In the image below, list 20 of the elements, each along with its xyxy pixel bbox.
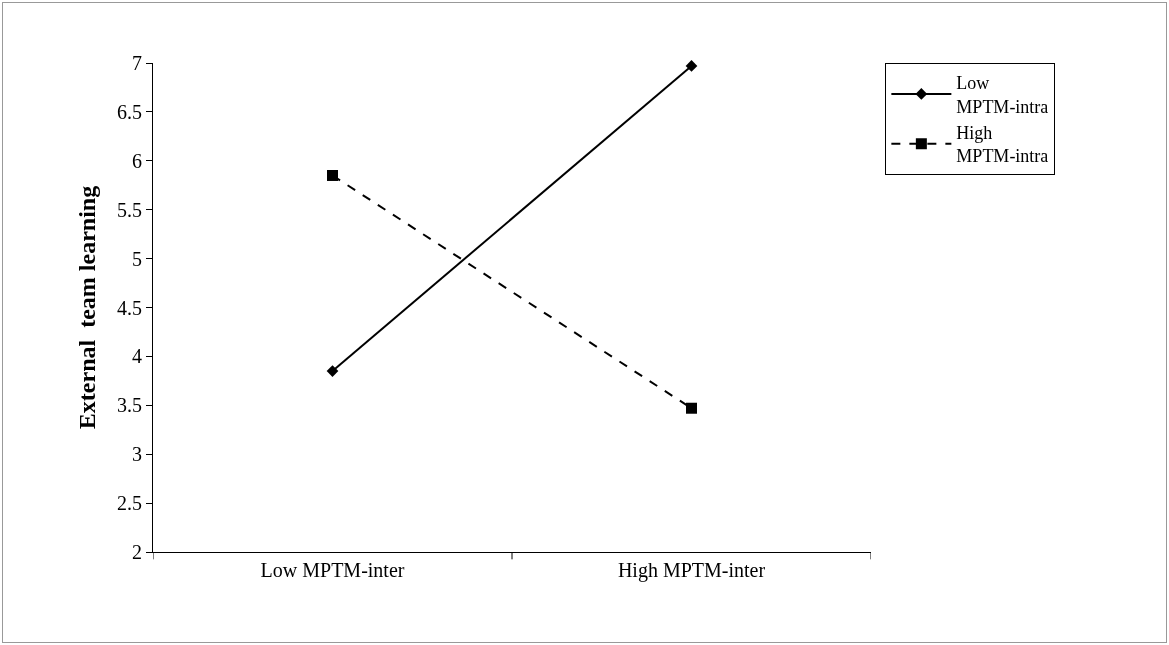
y-tick-label: 3: [132, 443, 142, 466]
x-tick-label: Low MPTM-inter: [260, 559, 405, 581]
point: [326, 365, 339, 377]
y-tick-label: 4.5: [117, 296, 142, 319]
y-tick-label: 3.5: [117, 394, 142, 417]
y-tick-label: 6: [132, 149, 142, 172]
y-tick-label: 6.5: [117, 100, 142, 123]
y-tick-label: 2: [132, 541, 142, 563]
y-tick-label: 7: [132, 52, 142, 74]
y-tick-label: 5.5: [117, 198, 142, 221]
x-tick-label: High MPTM-inter: [617, 559, 766, 582]
legend-label: High MPTM-intra: [956, 123, 1049, 167]
legend-label: Low MPTM-intra: [956, 73, 1049, 117]
point: [327, 169, 338, 181]
y-tick-label: 4: [132, 345, 142, 368]
point: [685, 60, 698, 72]
point: [686, 402, 697, 414]
y-tick-label: 5: [132, 247, 142, 270]
y-tick-label: 2.5: [117, 492, 142, 515]
y-axis-title: External team learning: [74, 185, 100, 430]
